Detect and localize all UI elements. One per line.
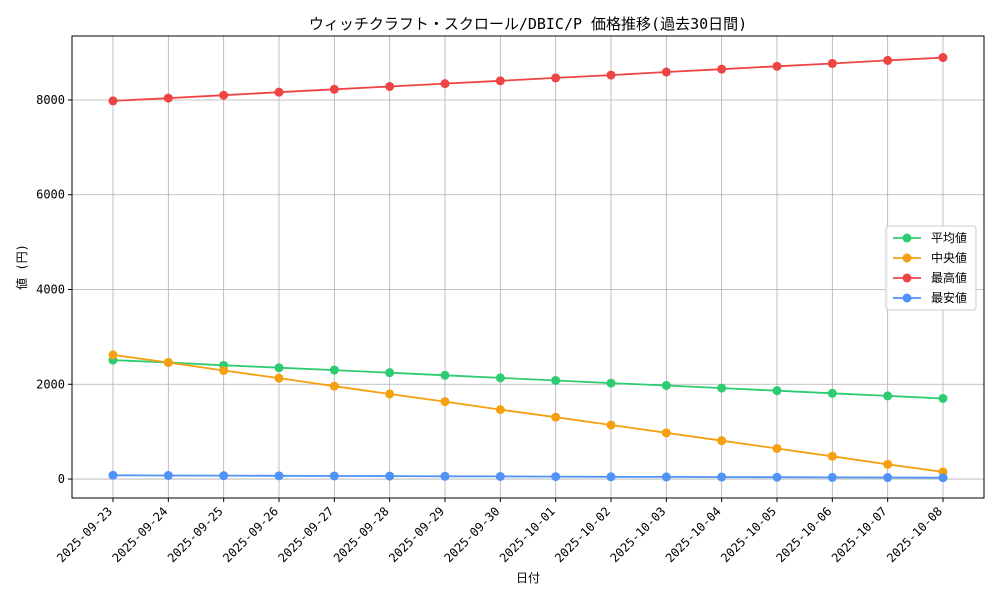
series-line [112,474,944,479]
data-point [108,470,118,480]
y-tick-label: 2000 [36,377,65,391]
data-point [495,405,505,415]
series-4 [108,470,948,483]
data-point [551,412,561,422]
data-point [551,73,561,83]
y-tick-label: 4000 [36,283,65,297]
chart-title: ウィッチクラフト・スクロール/DBIC/P 価格推移(過去30日間) [309,15,747,33]
data-point [329,381,339,391]
data-point [495,471,505,481]
data-point [385,389,395,399]
data-point [717,436,727,446]
series-line [112,56,944,102]
data-point [827,388,837,398]
data-point [385,471,395,481]
data-point [440,397,450,407]
data-point [717,383,727,393]
data-point [717,64,727,74]
data-point [274,363,284,373]
data-point [219,366,229,376]
data-point [440,79,450,89]
data-point [385,81,395,91]
legend-label: 最高値 [931,270,967,285]
data-point [551,375,561,385]
data-point [717,472,727,482]
data-point [661,67,671,77]
data-point [661,472,671,482]
series-2 [108,350,948,477]
legend-marker [902,253,912,263]
data-point [329,365,339,375]
legend-label: 平均値 [931,230,967,245]
data-point [108,350,118,360]
data-point [606,472,616,482]
legend-marker [902,273,912,283]
x-axis-label: 日付 [516,571,540,585]
data-point [772,386,782,396]
data-point [274,471,284,481]
series-3 [108,53,948,106]
data-point [661,428,671,438]
series-layer [108,53,948,483]
data-point [551,472,561,482]
data-point [827,58,837,68]
data-point [661,380,671,390]
data-point [606,70,616,80]
y-axis-label: 値 (円) [14,244,29,290]
data-point [219,471,229,481]
data-point [606,378,616,388]
data-point [219,90,229,100]
data-point [495,373,505,383]
data-point [495,76,505,86]
data-point [274,373,284,383]
data-point [108,96,118,106]
data-point [772,61,782,71]
data-point [827,472,837,482]
y-tick-label: 6000 [36,188,65,202]
data-point [274,87,284,97]
data-point [938,53,948,63]
data-point [938,473,948,483]
series-line [112,354,944,473]
series-1 [108,355,948,403]
legend-label: 最安値 [931,290,967,305]
y-tick-label: 8000 [36,93,65,107]
data-point [606,420,616,430]
data-point [772,472,782,482]
legend-box [885,225,977,311]
data-point [772,443,782,453]
data-point [440,471,450,481]
data-point [329,471,339,481]
data-point [883,55,893,65]
data-point [163,93,173,103]
plot-frame [71,35,985,499]
data-point [385,368,395,378]
series-line [112,359,944,400]
data-point [163,357,173,367]
legend-marker [902,233,912,243]
data-point [883,473,893,483]
data-point [440,370,450,380]
data-point [827,451,837,461]
data-point [883,391,893,401]
legend-marker [902,293,912,303]
data-point [163,470,173,480]
y-tick-label: 0 [58,472,65,486]
data-point [883,459,893,469]
legend-label: 中央値 [931,250,967,265]
data-point [329,84,339,94]
data-point [938,393,948,403]
